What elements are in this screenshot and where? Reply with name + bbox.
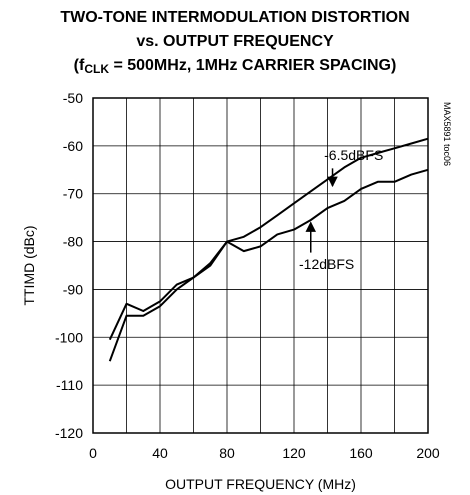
chart-title-line3: (fCLK = 500MHz, 1MHz CARRIER SPACING) [0, 56, 470, 76]
y-tick-label: -100 [55, 329, 83, 345]
series-line-1 [108, 137, 429, 362]
series-line-2 [108, 168, 429, 341]
grid [93, 98, 428, 433]
chart-title-line2: vs. OUTPUT FREQUENCY [136, 33, 334, 50]
y-axis-ticks: -50 -60 -70 -80 -90 -100 -110 -120 [55, 90, 83, 441]
series-lines [108, 137, 429, 362]
x-axis-label: OUTPUT FREQUENCY (MHz) [165, 476, 356, 492]
annotations: -6.5dBFS -12dBFS [299, 147, 383, 272]
y-tick-label: -110 [56, 377, 83, 393]
chart-title-line1: TWO-TONE INTERMODULATION DISTORTION [60, 9, 410, 26]
x-tick-label: 160 [349, 445, 373, 461]
x-tick-label: 40 [152, 445, 168, 461]
y-tick-label: -80 [63, 234, 83, 250]
y-tick-label: -70 [63, 186, 83, 202]
y-tick-label: -90 [63, 281, 83, 297]
y-tick-label: -60 [63, 138, 83, 154]
x-tick-label: 120 [282, 445, 306, 461]
x-tick-label: 200 [416, 445, 440, 461]
x-tick-label: 0 [89, 445, 97, 461]
y-axis-label: TTIMD (dBc) [21, 225, 37, 305]
y-tick-label: -120 [55, 425, 83, 441]
figure-code: MAX5891 toc06 [442, 102, 452, 166]
x-axis-ticks: 0 40 80 120 160 200 [89, 445, 440, 461]
title-line3-post: = 500MHz, 1MHz CARRIER SPACING) [109, 57, 397, 74]
annotation-label-1: -6.5dBFS [324, 147, 383, 163]
x-tick-label: 80 [219, 445, 235, 461]
plot-frame [92, 97, 429, 434]
annotation-label-2: -12dBFS [299, 256, 354, 272]
title-line3-subscript: CLK [84, 62, 109, 76]
title-line3-pre: (f [73, 57, 85, 74]
y-tick-label: -50 [63, 90, 83, 106]
